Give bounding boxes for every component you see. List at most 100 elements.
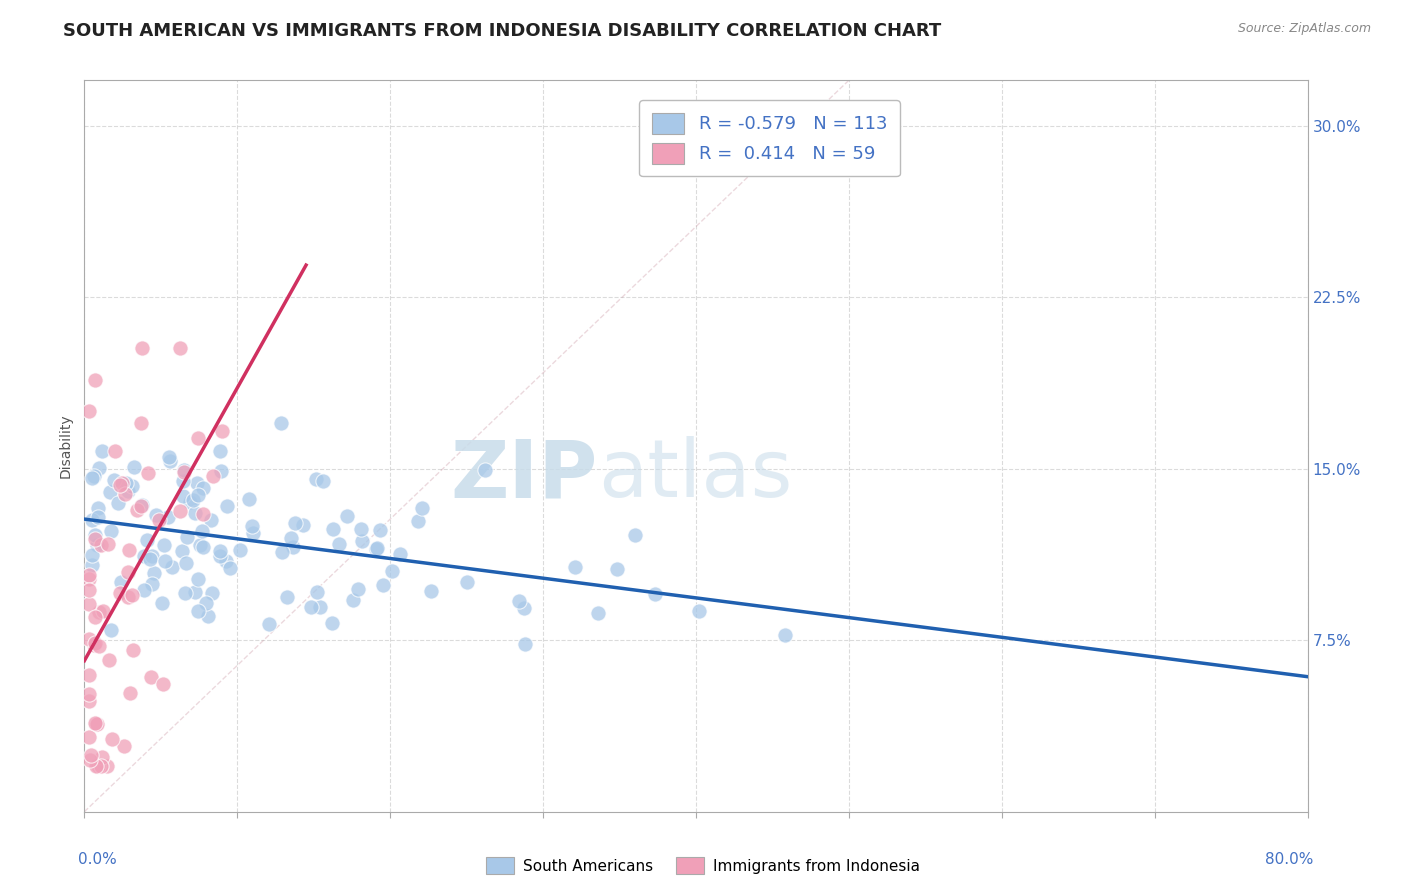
Point [97,537,120,551]
Point [184,585,207,599]
Point [174,585,197,599]
Point [197,608,219,623]
Point [456,574,478,589]
Point [342,593,364,607]
Point [284,516,307,530]
Point [83,528,105,542]
Point [193,507,215,521]
Point [217,499,239,513]
Point [352,534,374,549]
Point [513,600,536,615]
Point [152,677,174,691]
Point [77,730,100,744]
Point [87,605,110,619]
Point [103,473,125,487]
Point [107,495,129,509]
Point [406,514,429,528]
Legend: R = -0.579   N = 113, R =  0.414   N = 59: R = -0.579 N = 113, R = 0.414 N = 59 [638,100,900,177]
Point [190,524,212,539]
Point [86,717,108,731]
Point [84,533,107,547]
Point [586,607,609,621]
Legend: South Americans, Immigrants from Indonesia: South Americans, Immigrants from Indones… [481,851,925,880]
Text: 0.0%: 0.0% [79,852,117,867]
Point [112,739,135,753]
Y-axis label: Disability: Disability [59,414,73,478]
Point [219,561,242,575]
Text: 80.0%: 80.0% [1265,852,1313,867]
Point [117,590,139,604]
Point [77,694,100,708]
Point [87,759,110,773]
Point [201,586,224,600]
Point [195,596,218,610]
Point [150,596,173,610]
Point [157,450,180,464]
Point [191,481,214,495]
Point [389,547,412,561]
Point [83,373,105,387]
Point [350,522,373,536]
Point [77,687,100,701]
Point [187,604,209,618]
Point [186,476,208,491]
Point [91,749,114,764]
Point [169,341,191,355]
Point [131,416,153,430]
Point [169,503,191,517]
Point [86,538,108,552]
Point [100,524,122,538]
Point [96,759,118,773]
Text: Source: ZipAtlas.com: Source: ZipAtlas.com [1237,22,1371,36]
Point [77,632,100,647]
Point [141,577,163,591]
Point [312,475,335,489]
Point [84,759,107,773]
Point [84,635,107,649]
Point [176,530,198,544]
Point [366,541,388,556]
Point [200,513,222,527]
Point [211,424,233,438]
Point [336,508,359,523]
Point [87,461,110,475]
Point [172,474,194,488]
Point [305,472,328,486]
Point [115,475,138,490]
Point [156,510,179,524]
Text: ZIP: ZIP [451,436,598,515]
Point [209,549,232,563]
Point [270,545,292,559]
Point [142,566,165,580]
Point [155,554,177,568]
Point [270,416,292,430]
Text: atlas: atlas [598,436,793,515]
Point [117,566,139,580]
Point [368,524,391,538]
Point [515,637,537,651]
Point [91,604,114,618]
Point [131,498,153,512]
Point [121,479,143,493]
Point [77,668,100,682]
Point [187,572,209,586]
Point [291,517,314,532]
Point [77,597,100,611]
Point [129,500,152,514]
Point [202,468,225,483]
Point [132,582,155,597]
Point [215,553,238,567]
Point [117,483,139,498]
Point [474,463,496,477]
Point [108,478,131,492]
Point [104,443,127,458]
Point [299,599,322,614]
Point [110,575,132,590]
Point [139,670,162,684]
Point [188,538,211,552]
Point [89,639,111,653]
Point [276,590,298,604]
Point [183,492,205,507]
Point [187,431,209,445]
Point [153,538,176,552]
